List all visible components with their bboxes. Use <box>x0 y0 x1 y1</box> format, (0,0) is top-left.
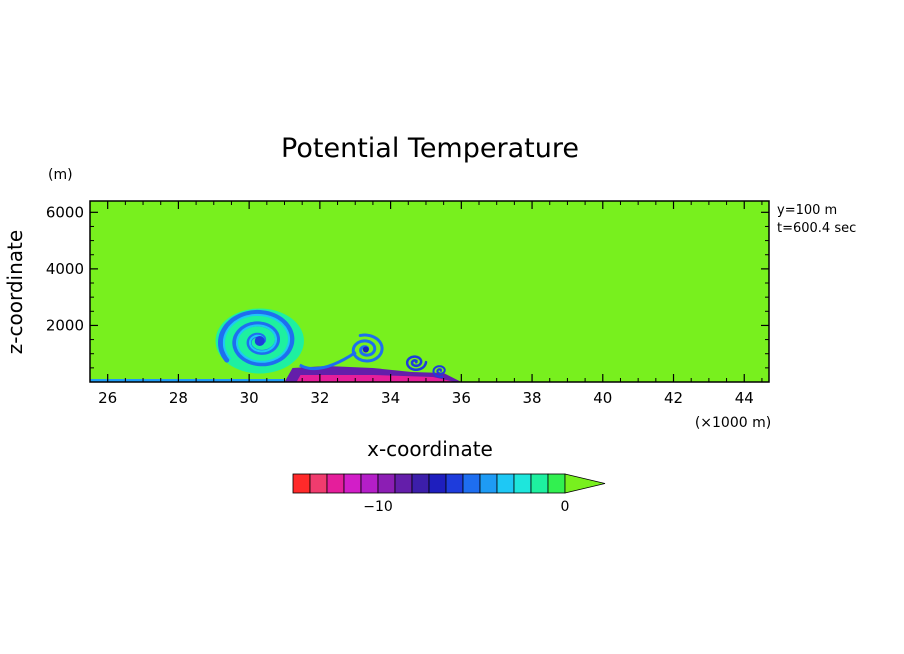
plot-frame <box>89 200 770 383</box>
x-tick-label: 28 <box>169 389 188 407</box>
annotation-y-position: y=100 m <box>777 203 837 218</box>
main-vortex-core <box>254 335 265 346</box>
colorbar-cell <box>377 473 396 494</box>
colorbar-label: 0 <box>561 499 570 515</box>
colorbar-cell <box>360 473 379 494</box>
colorbar-cell <box>496 473 515 494</box>
colorbar-cell <box>479 473 498 494</box>
colorbar-cell <box>462 473 481 494</box>
colorbar-cell <box>394 473 413 494</box>
x-tick-label: 44 <box>735 389 754 407</box>
y-axis-title: z-coordinate <box>3 230 27 354</box>
colorbar-cell <box>411 473 430 494</box>
colorbar-cell <box>292 473 311 494</box>
x-tick-label: 34 <box>381 389 400 407</box>
x-unit-label: (×1000 m) <box>695 415 771 431</box>
colorbar-cell <box>326 473 345 494</box>
x-tick-label: 42 <box>664 389 683 407</box>
plot-area <box>89 200 770 383</box>
x-axis-title: x-coordinate <box>367 437 493 461</box>
x-tick-label: 40 <box>593 389 612 407</box>
field-background <box>90 201 769 382</box>
second-vortex-core <box>362 346 369 353</box>
colorbar-cell <box>530 473 549 494</box>
second-vortex-spiral <box>351 333 384 363</box>
x-axis: 26 28 30 32 34 36 38 40 42 44 <box>89 201 763 407</box>
colorbar-extend-arrow <box>564 473 606 494</box>
x-tick-label: 26 <box>98 389 117 407</box>
colorbar-cell <box>428 473 447 494</box>
y-tick-label: 6000 <box>46 203 84 221</box>
surface-layer <box>90 379 285 382</box>
cold-pool-core <box>296 375 456 382</box>
vortex-arm <box>299 351 357 371</box>
field-features <box>90 308 462 382</box>
x-tick-label: 38 <box>523 389 542 407</box>
y-axis: 2000 4000 6000 <box>46 203 769 369</box>
y-tick-label: 2000 <box>46 316 84 334</box>
colorbar-cell <box>445 473 464 494</box>
colorbar-label: −10 <box>363 499 393 515</box>
colorbar: −10 0 <box>292 473 606 515</box>
y-tick-label: 4000 <box>46 260 84 278</box>
third-vortex-spiral <box>405 355 428 371</box>
colorbar-cell <box>547 473 566 494</box>
chart-title: Potential Temperature <box>281 133 579 164</box>
annotation-time: t=600.4 sec <box>777 221 856 236</box>
x-tick-label: 36 <box>452 389 471 407</box>
x-tick-label: 32 <box>310 389 329 407</box>
y-unit-label: (m) <box>48 167 73 183</box>
main-vortex-spiral-edge <box>222 313 291 363</box>
x-tick-label: 30 <box>240 389 259 407</box>
fourth-vortex-spiral <box>432 365 446 378</box>
colorbar-cell <box>513 473 532 494</box>
colorbar-cell <box>309 473 328 494</box>
colorbar-cell <box>343 473 362 494</box>
